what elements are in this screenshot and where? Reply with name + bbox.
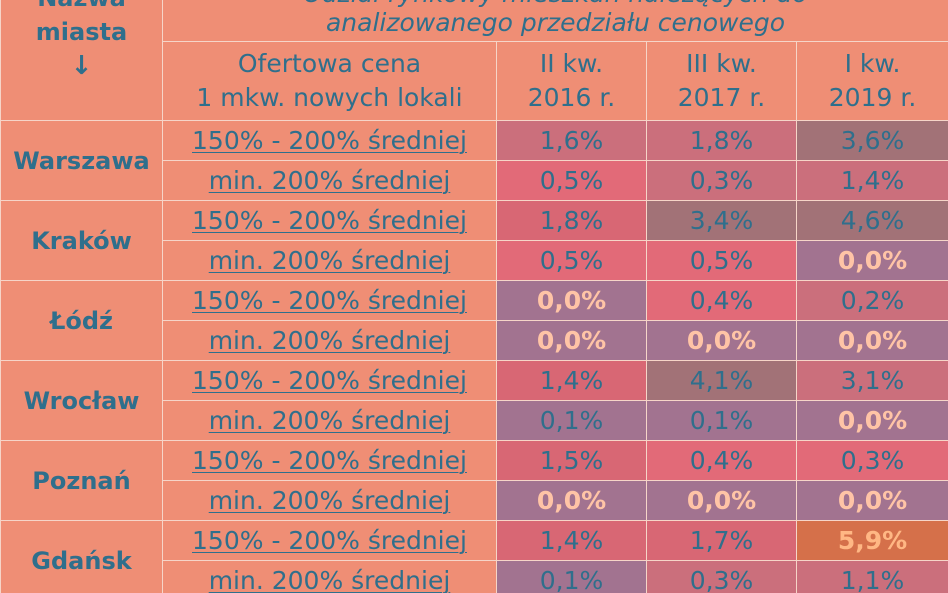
share-value: 0,0% [496,480,647,521]
share-value: 0,0% [646,320,797,361]
share-value: 3,4% [646,200,797,241]
share-value: 1,6% [496,120,647,161]
price-range-label: 150% - 200% średniej [162,120,497,161]
price-range-label: min. 200% średniej [162,320,497,361]
table-row: Poznań 150% - 200% średniej 1,5% 0,4% 0,… [0,440,948,521]
share-value: 0,3% [646,560,797,593]
period-header-2: I kw. 2019 r. [795,41,948,121]
share-value: 1,4% [795,160,948,201]
price-range-label: min. 200% średniej [162,160,497,201]
city-column-label-top: Nazwa [2,0,162,15]
share-value: 0,1% [646,400,797,441]
price-column-header: Ofertowa cena 1 mkw. nowych lokali [162,41,497,121]
price-range-label: 150% - 200% średniej [162,440,497,481]
share-value: 0,3% [646,160,797,201]
price-range-label: min. 200% średniej [162,240,497,281]
share-value: 0,5% [496,160,647,201]
period-header-line2: 2017 r. [677,83,766,112]
price-range-label: min. 200% średniej [162,480,497,521]
share-value: 1,8% [496,200,647,241]
period-header-1: III kw. 2017 r. [646,41,797,121]
share-value: 0,4% [646,280,797,321]
arrow-down-icon: ↓ [70,51,93,81]
table-row: Gdańsk 150% - 200% średniej 1,4% 1,7% 5,… [0,520,948,593]
price-range-label: 150% - 200% średniej [162,200,497,241]
share-value: 0,2% [795,280,948,321]
share-value: 0,0% [496,280,647,321]
table-row: min. 200% średniej 0,5% 0,3% 1,4% [1,160,948,201]
period-header-line1: I kw. [844,49,901,78]
share-value: 3,1% [795,360,948,401]
city-name: Wrocław [0,360,163,441]
share-value: 4,6% [795,200,948,241]
price-column-line2: 1 mkw. nowych lokali [196,83,463,112]
period-header-line2: 2016 r. [527,83,616,112]
table-row: Łódź 150% - 200% średniej 0,0% 0,4% 0,2% [0,280,948,361]
market-share-title-line2: analizowanego przedziału cenowego [325,8,786,37]
city-name: Kraków [0,200,163,281]
share-value: 0,4% [646,440,797,481]
market-share-title-line1: Udział rynkowy mieszkań należących do [164,0,948,8]
price-range-label: min. 200% średniej [162,560,497,593]
table-row: Wrocław 150% - 200% średniej 1,4% 4,1% 3… [0,360,948,441]
table-row: min. 200% średniej 0,5% 0,5% 0,0% [1,240,948,281]
share-value: 0,0% [646,480,797,521]
share-value: 0,1% [496,400,647,441]
period-header-line1: III kw. [686,49,757,78]
table-row: Kraków 150% - 200% średniej 1,8% 3,4% 4,… [0,200,948,281]
city-name: Warszawa [0,120,163,201]
table-row: min. 200% średniej 0,0% 0,0% 0,0% [1,480,948,521]
city-column-label: miasta [35,18,128,46]
share-value: 0,1% [496,560,647,593]
share-value: 0,0% [795,400,948,441]
share-value: 0,0% [795,240,948,281]
share-value: 3,6% [795,120,948,161]
share-value: 0,3% [795,440,948,481]
price-range-label: 150% - 200% średniej [162,360,497,401]
share-value: 1,7% [646,520,797,561]
share-value: 4,1% [646,360,797,401]
city-name: Poznań [0,440,163,521]
period-header-line1: II kw. [539,49,604,78]
share-value: 0,0% [795,480,948,521]
price-range-label: 150% - 200% średniej [162,280,497,321]
share-value: 5,9% [795,520,948,561]
period-header-0: II kw. 2016 r. [496,41,647,121]
share-value: 1,5% [496,440,647,481]
price-column-line1: Ofertowa cena [237,49,422,78]
share-value: 0,5% [646,240,797,281]
price-range-label: min. 200% średniej [162,400,497,441]
share-value: 1,8% [646,120,797,161]
period-header-line2: 2019 r. [828,83,917,112]
share-value: 1,4% [496,520,647,561]
city-column-header: Nazwa miasta ↓ [0,0,163,121]
table-row: min. 200% średniej 0,1% 0,3% 1,1% [1,560,948,593]
table-row: min. 200% średniej 0,0% 0,0% 0,0% [1,320,948,361]
share-value: 0,0% [795,320,948,361]
city-name: Gdańsk [0,520,163,593]
share-value: 1,4% [496,360,647,401]
share-value: 0,0% [496,320,647,361]
table-row: Warszawa 150% - 200% średniej 1,6% 1,8% … [0,120,948,201]
city-name: Łódź [0,280,163,361]
share-value: 0,5% [496,240,647,281]
market-share-header: Udział rynkowy mieszkań należących do an… [161,0,948,42]
price-range-label: 150% - 200% średniej [162,520,497,561]
share-value: 1,1% [795,560,948,593]
